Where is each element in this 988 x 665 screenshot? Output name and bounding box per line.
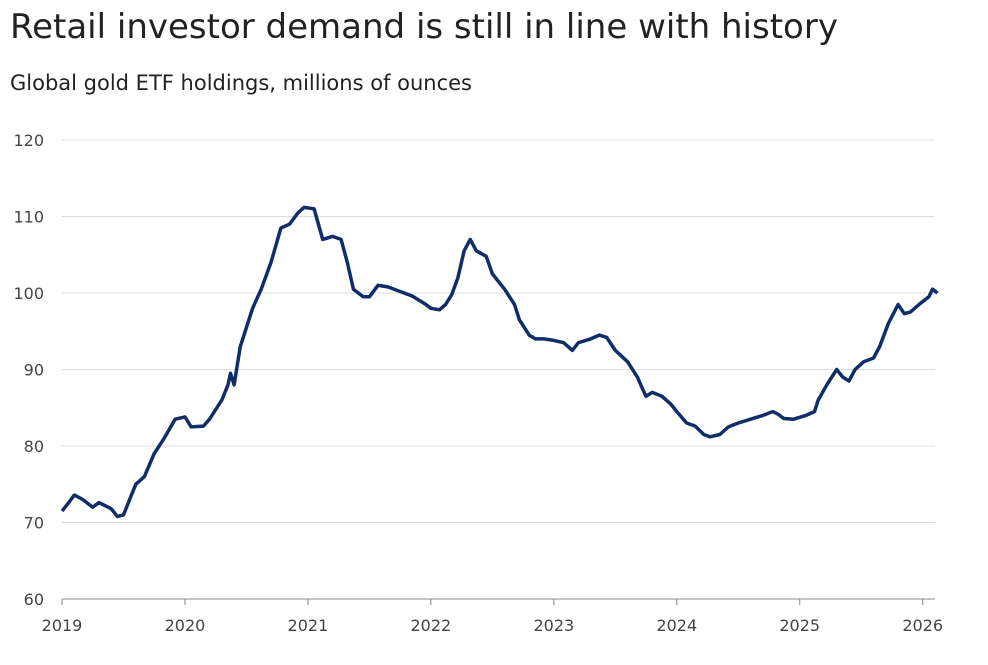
x-tick-label: 2023 — [533, 616, 574, 635]
y-tick-label: 70 — [24, 514, 44, 533]
y-tick-label: 60 — [24, 590, 44, 609]
x-tick-label: 2025 — [779, 616, 820, 635]
x-tick-label: 2024 — [656, 616, 697, 635]
chart-title: Retail investor demand is still in line … — [10, 7, 838, 47]
data-line — [60, 205, 939, 519]
x-tick-label: 2021 — [288, 616, 329, 635]
y-tick-label: 100 — [13, 284, 44, 303]
x-tick-label: 2026 — [902, 616, 943, 635]
y-tick-label: 110 — [13, 208, 44, 227]
y-tick-label: 80 — [24, 437, 44, 456]
chart-subtitle: Global gold ETF holdings, millions of ou… — [10, 71, 472, 95]
x-tick-label: 2020 — [165, 616, 206, 635]
x-tick-label: 2019 — [42, 616, 83, 635]
y-tick-label: 120 — [13, 131, 44, 150]
y-tick-label: 90 — [24, 361, 44, 380]
x-tick-label: 2022 — [411, 616, 452, 635]
